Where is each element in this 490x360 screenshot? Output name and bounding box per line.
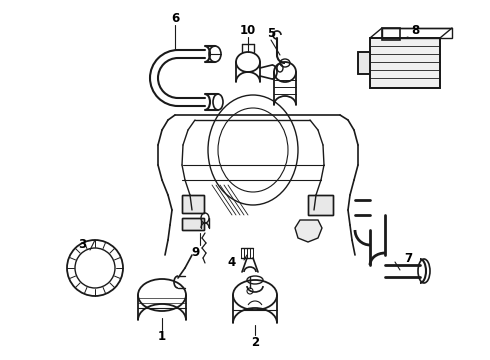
Bar [358, 52, 370, 74]
Polygon shape [295, 220, 322, 242]
Text: 5: 5 [267, 27, 275, 40]
Text: 9: 9 [191, 246, 199, 258]
Bar [382, 28, 452, 38]
Bar [308, 195, 333, 215]
Bar [182, 218, 204, 230]
Text: 1: 1 [158, 330, 166, 343]
Text: 10: 10 [240, 23, 256, 36]
Text: 6: 6 [171, 12, 179, 24]
Bar [358, 52, 370, 74]
Text: 4: 4 [228, 256, 236, 269]
Text: 8: 8 [411, 23, 419, 36]
Bar [182, 218, 204, 230]
Bar [370, 38, 440, 88]
Text: 3: 3 [78, 238, 86, 251]
Bar [382, 28, 400, 40]
Bar [182, 195, 204, 213]
Bar [370, 38, 440, 88]
Text: 2: 2 [251, 337, 259, 350]
Text: 7: 7 [404, 252, 412, 265]
Bar [182, 195, 204, 213]
Bar [308, 195, 333, 215]
